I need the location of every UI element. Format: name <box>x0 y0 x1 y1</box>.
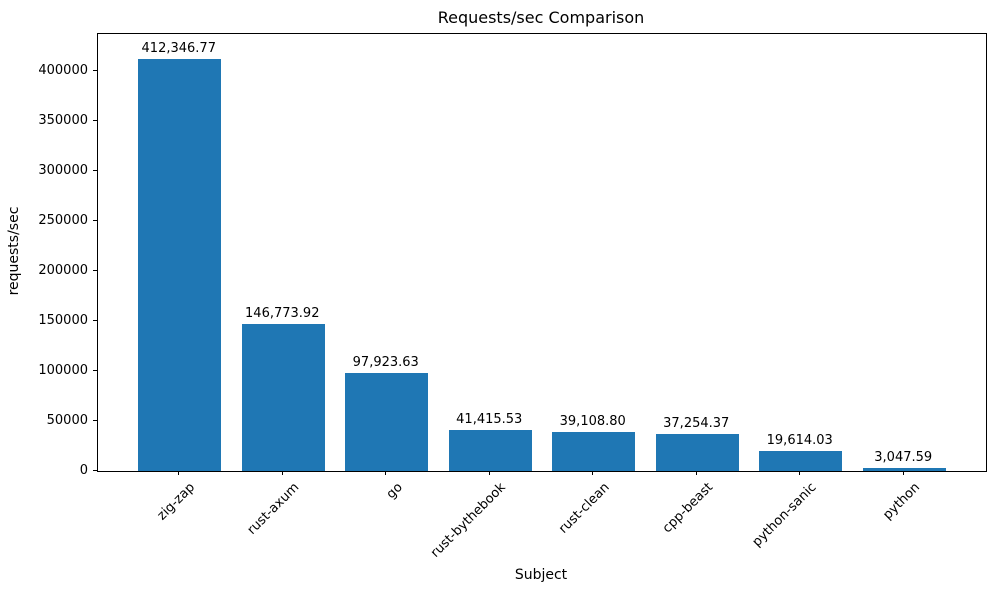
y-tick-label: 350000 <box>38 112 88 128</box>
y-tick-mark <box>93 169 97 171</box>
x-tick-label: go <box>383 480 406 503</box>
y-tick-label: 50000 <box>46 412 88 428</box>
x-tick-mark <box>178 471 180 475</box>
bar-value-label: 3,047.59 <box>874 449 933 465</box>
bar-value-label: 39,108.80 <box>559 413 626 429</box>
bar-rust-clean <box>552 431 636 471</box>
x-tick-mark <box>592 471 594 475</box>
y-tick-mark <box>93 69 97 71</box>
y-tick-mark <box>93 369 97 371</box>
y-tick-mark <box>93 469 97 471</box>
y-tick-mark <box>93 269 97 271</box>
y-tick-label: 0 <box>79 462 88 478</box>
y-tick-mark <box>93 119 97 121</box>
x-tick-mark <box>902 471 904 475</box>
x-tick-mark <box>385 471 387 475</box>
y-tick-label: 250000 <box>38 212 88 228</box>
x-axis-label: Subject <box>514 567 568 583</box>
x-tick-mark <box>488 471 490 475</box>
x-tick-label: cpp-beast <box>659 480 716 537</box>
x-tick-label: python <box>880 480 923 523</box>
x-tick-mark <box>799 471 801 475</box>
y-tick-label: 400000 <box>38 62 88 78</box>
y-tick-label: 300000 <box>38 162 88 178</box>
bar-zig-zap <box>138 58 222 471</box>
bar-rust-bythebook <box>448 429 532 471</box>
y-tick-label: 150000 <box>38 312 88 328</box>
y-tick-mark <box>93 219 97 221</box>
y-tick-mark <box>93 419 97 421</box>
x-tick-label: rust-bythebook <box>428 480 509 561</box>
bar-value-label: 97,923.63 <box>352 355 419 371</box>
x-tick-mark <box>695 471 697 475</box>
x-tick-label: python-sanic <box>749 480 820 550</box>
bar-python <box>862 467 946 471</box>
plot-area <box>97 33 987 472</box>
x-tick-label: rust-axum <box>244 480 302 538</box>
bar-go <box>345 373 429 471</box>
bar-rust-axum <box>241 324 325 471</box>
bar-value-label: 412,346.77 <box>141 40 216 56</box>
x-tick-label: rust-clean <box>555 480 613 537</box>
chart-title: Requests/sec Comparison <box>437 8 645 27</box>
y-tick-label: 200000 <box>38 262 88 278</box>
bar-python-sanic <box>759 451 843 471</box>
bar-cpp-beast <box>655 433 739 471</box>
bar-value-label: 37,254.37 <box>663 415 730 431</box>
bar-value-label: 19,614.03 <box>766 433 833 449</box>
bar-value-label: 41,415.53 <box>456 411 523 427</box>
x-tick-label: zig-zap <box>154 480 199 524</box>
x-tick-mark <box>281 471 283 475</box>
y-tick-label: 100000 <box>38 362 88 378</box>
bar-value-label: 146,773.92 <box>245 306 320 322</box>
y-tick-mark <box>93 319 97 321</box>
